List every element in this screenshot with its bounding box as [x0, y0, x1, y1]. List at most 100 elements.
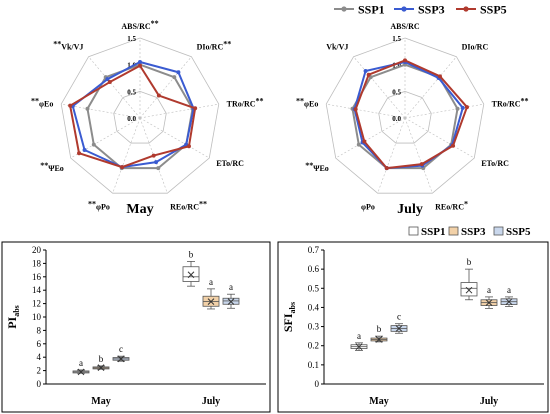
- mean-marker-ssp5: [505, 298, 513, 306]
- y-axis-label: PIabs: [5, 305, 21, 329]
- data-point-ssp1: [356, 142, 361, 147]
- radar-title: July: [397, 202, 423, 217]
- data-point-ssp5: [353, 107, 358, 112]
- mean-marker-ssp3: [207, 298, 215, 305]
- radar-axis-label: REo/RC*: [435, 200, 468, 212]
- radar-ring-label: 0.0: [127, 115, 136, 123]
- radar-spoke: [377, 117, 406, 194]
- radar-ring: [325, 37, 485, 194]
- axis-label-text: REo/RC: [170, 203, 199, 212]
- y-tick-label: 20: [32, 245, 42, 255]
- data-point-ssp1: [91, 142, 96, 147]
- mean-marker-ssp1: [77, 368, 85, 376]
- y-axis-label-main: PI: [5, 316, 19, 328]
- significance-letter: b: [189, 249, 194, 259]
- significance-letter: b: [467, 257, 472, 267]
- x-category-label: July: [480, 396, 498, 407]
- significance-letter: a: [209, 277, 213, 287]
- significance-mark: **: [151, 19, 159, 28]
- mean-marker-ssp5: [227, 298, 235, 305]
- significance-mark: *: [464, 200, 468, 209]
- radar-spoke: [404, 56, 457, 119]
- y-tick-label: 14: [32, 285, 42, 295]
- axis-label-text: ETo/RC: [216, 159, 244, 168]
- data-point-ssp5: [186, 144, 191, 149]
- y-tick-label: 0.1: [308, 360, 319, 370]
- axis-label-text: DIo/RC: [462, 43, 489, 52]
- data-point-ssp3: [82, 148, 87, 152]
- legend-swatch-ssp5: [493, 226, 504, 236]
- data-point-ssp5: [68, 103, 73, 108]
- mean-marker-ssp3: [375, 336, 383, 343]
- radar-axis-label: TRo/RC**: [492, 97, 529, 109]
- radar-spoke: [139, 103, 219, 119]
- series-line-ssp5: [69, 64, 197, 169]
- axis-label-text: ABS/RC: [121, 22, 151, 31]
- radar-axis-label: REo/RC**: [170, 200, 207, 212]
- y-tick-label: 0: [315, 379, 320, 389]
- data-point-ssp5: [120, 165, 125, 170]
- radar-ring: [113, 90, 167, 144]
- radar-axis-label: ETo/RC: [216, 159, 244, 168]
- significance-mark: **: [305, 161, 313, 170]
- legend-label-ssp1: SSP1: [358, 3, 385, 17]
- x-category-label: May: [369, 396, 388, 407]
- y-tick-label: 2: [37, 366, 42, 376]
- radar-spoke: [61, 103, 141, 119]
- data-point-ssp1: [156, 166, 161, 171]
- box-ssp1: [460, 282, 478, 297]
- y-axis-label-main: SFI: [281, 313, 295, 332]
- radar-axis-label: **ΨEo: [305, 161, 329, 173]
- data-point-ssp5: [366, 72, 371, 77]
- radar-axis-label: ABS/RC: [390, 22, 420, 31]
- axis-label-text: REo/RC: [435, 203, 464, 212]
- axis-label-text: φEo: [39, 100, 53, 109]
- y-tick-label: 12: [32, 299, 41, 309]
- axis-label-text: ETo/RC: [481, 159, 509, 168]
- radar-ring: [60, 37, 220, 194]
- legend-swatch-ssp1: [408, 226, 419, 236]
- x-category-label: July: [202, 396, 220, 407]
- data-point-ssp5: [107, 80, 112, 85]
- axis-label-text: φPo: [361, 203, 375, 212]
- data-point-ssp5: [437, 74, 442, 79]
- mean-marker-ssp1: [465, 286, 473, 294]
- significance-mark: **: [31, 97, 39, 106]
- radar-axis-label: ABS/RC**: [121, 19, 158, 31]
- y-tick-label: 0.5: [308, 283, 320, 293]
- radar-spoke: [404, 103, 484, 119]
- legend-label-ssp5: SSP5: [480, 3, 507, 17]
- series-line-ssp1: [86, 63, 194, 170]
- data-point-ssp5: [419, 162, 424, 167]
- data-point-ssp1: [455, 106, 460, 111]
- radar-axis-label: φPo: [361, 203, 375, 212]
- radar-axis-label: **φEo: [31, 97, 53, 109]
- y-tick-label: 18: [32, 258, 42, 268]
- y-tick-label: 0.2: [308, 341, 319, 351]
- radar-spoke: [326, 103, 406, 119]
- radar-spoke: [139, 56, 192, 119]
- significance-letter: a: [229, 282, 233, 292]
- mean-marker-ssp5: [117, 355, 125, 363]
- data-point-ssp3: [154, 160, 159, 165]
- radar-ring-label: 1.0: [392, 62, 401, 70]
- radar-axis-label: **φPo: [88, 200, 110, 212]
- data-point-ssp3: [176, 70, 181, 75]
- mean-marker-ssp3: [485, 299, 493, 306]
- axis-label-text: ΨEo: [48, 164, 64, 173]
- significance-letter: b: [377, 324, 382, 334]
- data-point-ssp5: [451, 143, 456, 148]
- box-legend: SSP1 SSP3 SSP5: [408, 226, 531, 238]
- radar-axis-label: Vk/VJ: [326, 43, 348, 52]
- radar-spoke: [404, 117, 475, 159]
- y-tick-label: 0.6: [308, 264, 320, 274]
- radar-ring-label: 1.5: [392, 35, 401, 43]
- significance-mark: **: [199, 200, 207, 209]
- radar-ring-label: 0.0: [392, 115, 401, 123]
- significance-mark: **: [296, 97, 304, 106]
- mean-marker-ssp3: [97, 364, 105, 371]
- significance-mark: **: [223, 40, 231, 49]
- radar-chart-july: 0.00.51.01.5ABS/RCDIo/RCTRo/RC**ETo/RCRE…: [296, 22, 529, 217]
- y-tick-label: 6: [37, 339, 42, 349]
- axis-label-text: φEo: [304, 100, 318, 109]
